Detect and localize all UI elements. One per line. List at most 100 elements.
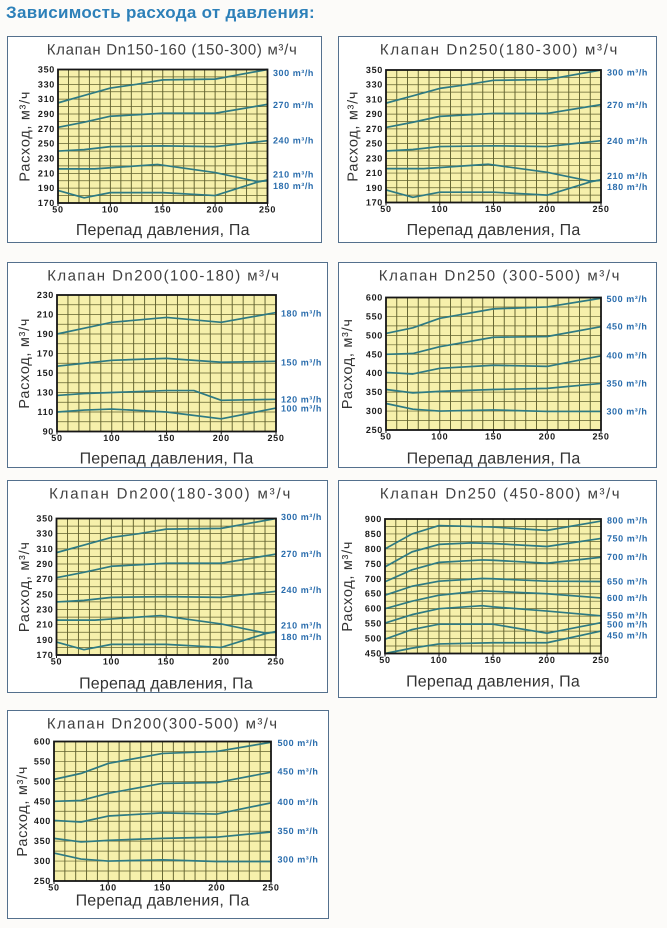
svg-text:50: 50 [51, 433, 62, 443]
svg-text:300 m³/h: 300 m³/h [607, 67, 648, 77]
svg-text:450 m³/h: 450 m³/h [278, 767, 319, 777]
svg-text:190: 190 [366, 183, 383, 193]
svg-text:170: 170 [366, 198, 383, 208]
svg-text:Клапан Dn200(100-180) м³/ч: Клапан Dn200(100-180) м³/ч [47, 268, 280, 285]
svg-text:150: 150 [154, 205, 171, 215]
svg-text:Расход, м³/ч: Расход, м³/ч [17, 541, 33, 632]
svg-text:270: 270 [366, 124, 383, 134]
svg-text:240 m³/h: 240 m³/h [281, 585, 322, 595]
svg-text:650: 650 [365, 589, 382, 599]
svg-text:100: 100 [430, 655, 447, 665]
svg-text:250: 250 [366, 425, 383, 435]
svg-text:450: 450 [366, 349, 383, 359]
svg-text:310: 310 [38, 94, 55, 104]
svg-text:50: 50 [52, 205, 63, 215]
svg-text:270: 270 [36, 574, 53, 584]
svg-text:330: 330 [366, 80, 383, 90]
svg-text:350: 350 [34, 836, 51, 846]
svg-text:550: 550 [366, 311, 383, 321]
svg-text:Клапан Dn200(300-500) м³/ч: Клапан Dn200(300-500) м³/ч [47, 716, 279, 733]
svg-text:150 m³/h: 150 m³/h [281, 357, 322, 367]
svg-text:800 m³/h: 800 m³/h [607, 516, 648, 526]
svg-text:180 m³/h: 180 m³/h [281, 632, 322, 642]
svg-text:250: 250 [592, 204, 609, 214]
svg-text:200: 200 [213, 433, 230, 443]
svg-text:350: 350 [38, 65, 55, 75]
svg-text:210 m³/h: 210 m³/h [607, 171, 648, 181]
svg-text:180 m³/h: 180 m³/h [607, 182, 648, 192]
svg-text:250: 250 [36, 589, 53, 599]
svg-text:50: 50 [51, 657, 62, 667]
svg-text:50: 50 [380, 432, 391, 442]
svg-text:210: 210 [37, 310, 54, 320]
svg-text:350: 350 [366, 387, 383, 397]
svg-text:450 m³/h: 450 m³/h [607, 630, 648, 640]
svg-text:170: 170 [36, 650, 53, 660]
svg-text:210: 210 [36, 620, 53, 630]
svg-text:250: 250 [267, 433, 284, 443]
svg-text:250: 250 [592, 432, 609, 442]
svg-text:Перепад давления, Па: Перепад давления, Па [406, 674, 580, 691]
svg-text:90: 90 [43, 427, 54, 437]
svg-text:150: 150 [158, 657, 175, 667]
svg-text:250: 250 [262, 883, 279, 893]
svg-text:250: 250 [592, 655, 609, 665]
svg-text:Клапан Dn150-160 (150-300) м³/: Клапан Dn150-160 (150-300) м³/ч [47, 42, 298, 59]
svg-text:300 m³/h: 300 m³/h [273, 68, 314, 78]
svg-text:600 m³/h: 600 m³/h [607, 593, 648, 603]
svg-text:900: 900 [365, 514, 382, 524]
svg-text:270: 270 [38, 124, 55, 134]
svg-text:210 m³/h: 210 m³/h [273, 170, 314, 180]
svg-text:800: 800 [365, 544, 382, 554]
svg-text:600: 600 [365, 604, 382, 614]
svg-text:Расход, м³/ч: Расход, м³/ч [340, 318, 356, 409]
svg-text:Клапан Dn250 (300-500) м³/ч: Клапан Dn250 (300-500) м³/ч [379, 268, 621, 285]
svg-text:210: 210 [366, 168, 383, 178]
svg-text:310: 310 [366, 94, 383, 104]
svg-text:180 m³/h: 180 m³/h [273, 181, 314, 191]
svg-text:300 m³/h: 300 m³/h [607, 406, 648, 416]
svg-text:500: 500 [365, 634, 382, 644]
svg-text:100: 100 [102, 205, 119, 215]
svg-text:250: 250 [259, 205, 276, 215]
svg-text:Перепад давления, Па: Перепад давления, Па [80, 451, 254, 468]
svg-text:Перепад давления, Па: Перепад давления, Па [407, 451, 581, 468]
svg-text:180 m³/h: 180 m³/h [281, 308, 322, 318]
svg-text:230: 230 [366, 153, 383, 163]
svg-text:130: 130 [37, 388, 54, 398]
svg-text:240 m³/h: 240 m³/h [607, 136, 648, 146]
svg-text:Перепад давления, Па: Перепад давления, Па [76, 222, 250, 239]
svg-text:290: 290 [366, 109, 383, 119]
svg-text:250: 250 [267, 657, 284, 667]
svg-text:750: 750 [365, 559, 382, 569]
svg-text:150: 150 [158, 433, 175, 443]
svg-text:300 m³/h: 300 m³/h [278, 855, 319, 865]
svg-text:200: 200 [208, 883, 225, 893]
svg-text:50: 50 [48, 883, 59, 893]
svg-text:330: 330 [36, 529, 53, 539]
svg-text:300: 300 [34, 856, 51, 866]
svg-text:170: 170 [38, 198, 55, 208]
svg-text:120 m³/h: 120 m³/h [281, 395, 322, 405]
svg-text:310: 310 [36, 544, 53, 554]
svg-text:Клапан Dn200(180-300) м³/ч: Клапан Dn200(180-300) м³/ч [49, 486, 292, 503]
svg-text:50: 50 [380, 204, 391, 214]
svg-text:230: 230 [38, 154, 55, 164]
svg-text:290: 290 [38, 109, 55, 119]
svg-text:100: 100 [103, 657, 120, 667]
svg-text:100: 100 [431, 432, 448, 442]
svg-text:190: 190 [37, 329, 54, 339]
svg-text:500 m³/h: 500 m³/h [278, 738, 319, 748]
svg-text:550: 550 [365, 619, 382, 629]
svg-text:600: 600 [34, 737, 51, 747]
svg-text:500: 500 [34, 776, 51, 786]
svg-text:190: 190 [36, 635, 53, 645]
svg-text:400: 400 [34, 816, 51, 826]
svg-text:150: 150 [484, 655, 501, 665]
svg-text:230: 230 [36, 605, 53, 615]
svg-text:270 m³/h: 270 m³/h [281, 549, 322, 559]
svg-text:50: 50 [379, 655, 390, 665]
svg-text:Расход, м³/ч: Расход, м³/ч [17, 318, 33, 409]
svg-text:290: 290 [36, 559, 53, 569]
svg-text:350: 350 [36, 514, 53, 524]
